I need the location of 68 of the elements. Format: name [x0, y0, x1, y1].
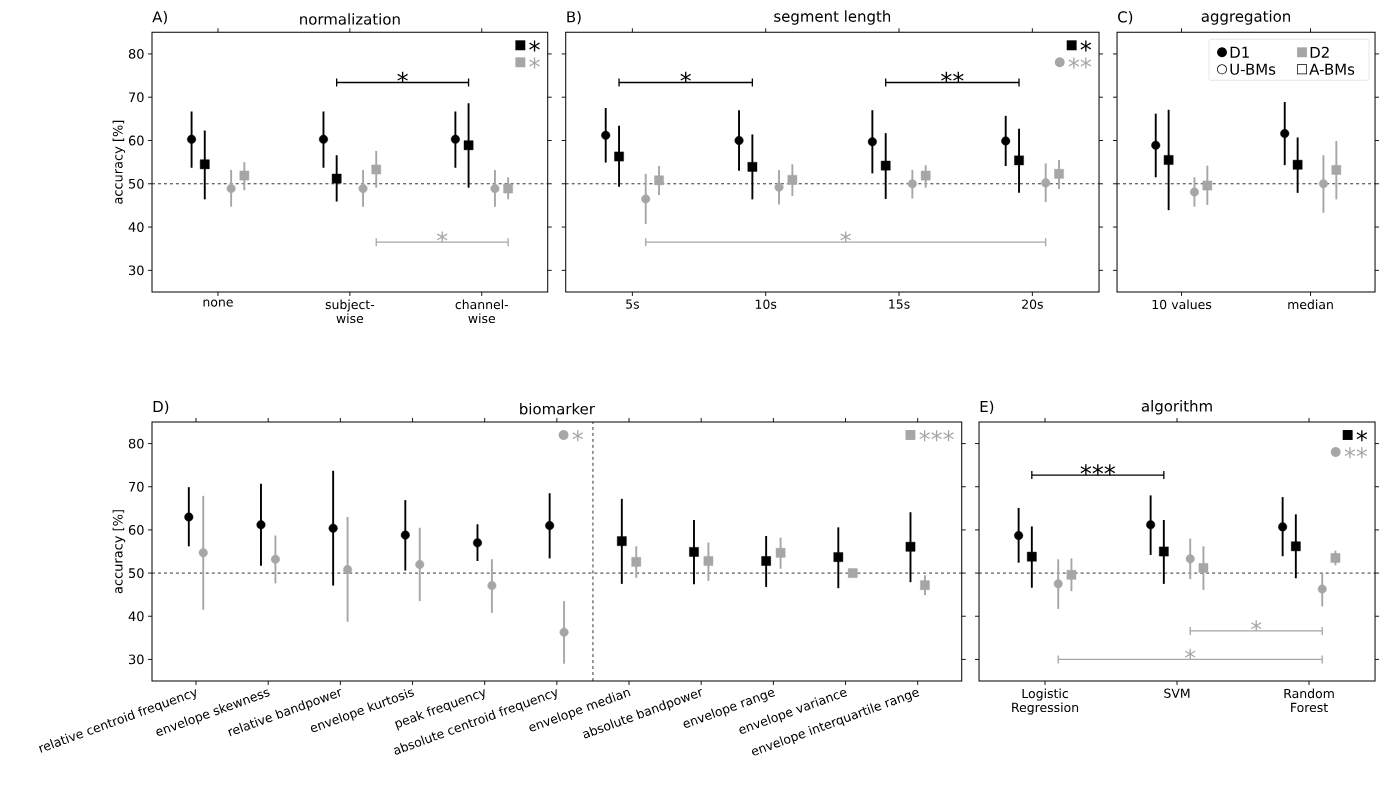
y-tick-label: 70 [129, 481, 144, 492]
annotation: ■ [1342, 430, 1353, 440]
annotation: ● [1217, 47, 1227, 58]
text: E) [980, 400, 994, 414]
annotation: ■ [905, 430, 916, 440]
x-tick-label: 5s [626, 299, 639, 309]
y-tick-label: 60 [128, 135, 144, 146]
annotation: * [680, 71, 691, 83]
annotation: * [529, 57, 540, 69]
x-tick-label: 20s [1022, 299, 1043, 309]
annotation: * [529, 40, 540, 52]
x-tick-label: median [1288, 299, 1333, 310]
y-axis-title: accuracy [%] [112, 120, 126, 204]
text: C) [1118, 10, 1133, 25]
x-tick-label: none [203, 299, 233, 307]
annotation: U-BMs [1230, 63, 1276, 75]
x-tick-label: Logistic Regression [1012, 688, 1079, 715]
y-axis-title: accuracy [%] [112, 510, 126, 594]
y-tick-label: 30 [128, 654, 144, 665]
annotation: ■ [1066, 40, 1077, 51]
annotation: * [840, 231, 851, 243]
annotation: *** [919, 430, 954, 442]
annotation: ○ [1217, 64, 1227, 75]
x-tick-label: subject-wise [325, 299, 375, 324]
y-tick-label: 50 [129, 568, 144, 578]
x-tick-label: 10s [755, 299, 777, 309]
y-tick-label: 70 [129, 92, 144, 103]
annotation: D2 [1310, 46, 1329, 58]
x-tick-label: 15s [889, 299, 910, 309]
annotation: * [572, 430, 584, 442]
y-tick-label: 60 [128, 525, 144, 535]
annotation: ■ [515, 57, 526, 68]
annotation: * [436, 231, 448, 243]
y-tick-label: 40 [128, 222, 144, 232]
y-tick-label: 40 [128, 611, 144, 622]
annotation: D1 [1230, 46, 1249, 58]
annotation: ● [558, 430, 569, 440]
annotation: ■ [515, 40, 526, 51]
annotation: * [1080, 40, 1092, 52]
text: A) [152, 10, 167, 25]
y-tick-label: 30 [128, 265, 144, 276]
x-tick-label: Random Forest [1284, 688, 1334, 713]
x-tick-label: 10 values [1152, 299, 1212, 310]
x-tick-label: channel-wise [455, 299, 509, 324]
annotation: * [1356, 430, 1368, 442]
annotation: ● [1054, 57, 1065, 68]
y-tick-label: 50 [129, 178, 144, 189]
chart-title: algorithm [1141, 400, 1212, 415]
chart-title: normalization [300, 13, 400, 25]
text: D) [153, 400, 169, 414]
annotation: * [397, 71, 408, 83]
x-tick-label: SVM [1164, 688, 1190, 698]
text: B) [567, 10, 581, 25]
annotation: * [1184, 648, 1196, 660]
chart-title: biomarker [520, 402, 595, 415]
annotation: ● [1330, 447, 1341, 457]
annotation: ■ [1297, 47, 1307, 58]
chart-title: aggregation [1201, 10, 1290, 25]
y-tick-label: 80 [128, 438, 144, 449]
annotation: A-BMs [1309, 63, 1355, 75]
y-tick-label: 80 [128, 49, 144, 59]
chart-title: segment length [774, 10, 891, 25]
annotation: * [1250, 620, 1262, 632]
annotation: ** [1068, 57, 1092, 69]
annotation: ** [941, 71, 964, 83]
annotation: □ [1297, 64, 1307, 75]
annotation: ** [1344, 447, 1368, 459]
annotation: *** [1080, 464, 1116, 476]
